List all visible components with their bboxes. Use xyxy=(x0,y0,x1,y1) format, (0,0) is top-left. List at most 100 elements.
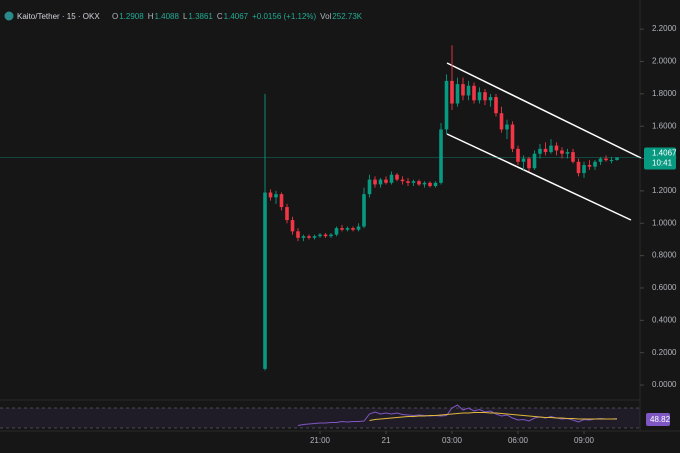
candle-body xyxy=(455,84,460,104)
y-tick-label: 1.6000 xyxy=(652,121,677,130)
candle-body xyxy=(571,152,575,162)
last-price-label: 1.4067 xyxy=(652,149,677,158)
candle-body xyxy=(593,161,597,167)
header-text: 252.73K xyxy=(332,12,362,21)
candle-body xyxy=(450,80,454,104)
header-text: H xyxy=(148,12,154,21)
candle-body xyxy=(477,92,482,101)
header-text: Vol xyxy=(320,12,331,21)
candle-body xyxy=(307,236,311,238)
candle-body xyxy=(400,179,405,182)
header-text: C xyxy=(217,12,223,21)
y-tick-label: 1.0000 xyxy=(652,218,677,227)
candle-body xyxy=(560,150,564,154)
candle-body xyxy=(554,145,559,151)
candle-body xyxy=(268,192,273,198)
candle-body xyxy=(279,194,284,208)
header-text: L xyxy=(183,12,188,21)
candle-body xyxy=(505,124,509,130)
y-tick-label: 2.0000 xyxy=(652,57,677,66)
last-price-time: 10:41 xyxy=(652,159,673,168)
y-tick-label: 0.0000 xyxy=(652,380,677,389)
candle-body xyxy=(543,148,548,153)
candle-body xyxy=(417,181,421,185)
candle-body xyxy=(444,80,449,130)
candle-body xyxy=(290,220,295,232)
candle-body xyxy=(510,124,515,149)
header-text: O xyxy=(112,12,118,21)
candle-body xyxy=(598,158,603,162)
candle-body xyxy=(461,84,465,96)
candle-body xyxy=(362,194,366,227)
rsi-label: 48.82 xyxy=(650,415,671,424)
candle-body xyxy=(615,157,619,160)
candle-body xyxy=(367,179,372,195)
candle-body xyxy=(549,145,553,153)
candle-body xyxy=(499,113,504,130)
candle-body xyxy=(527,158,531,169)
header: Kaito/Tether · 15 · OKX O 1.2908 H 1.4088 L 1… xyxy=(4,11,363,21)
header-text: 1.4088 xyxy=(154,12,179,21)
candle-body xyxy=(395,174,399,180)
candle-body xyxy=(351,228,355,230)
y-tick-label: 2.2000 xyxy=(652,24,677,33)
header-text: 1.4067 xyxy=(224,12,249,21)
candle-body xyxy=(422,182,427,185)
candle-body xyxy=(296,231,300,238)
candle-body xyxy=(323,234,328,237)
header-text: 1.2908 xyxy=(119,12,144,21)
x-tick-label: 21 xyxy=(382,436,391,445)
candle-body xyxy=(318,234,322,237)
candle-body xyxy=(582,165,586,174)
candle-body xyxy=(329,234,333,237)
x-tick-label: 09:00 xyxy=(574,436,595,445)
x-tick-label: 21:00 xyxy=(310,436,331,445)
rsi-ma-line xyxy=(369,412,617,421)
candle-body xyxy=(604,158,608,161)
candle-body xyxy=(433,182,438,187)
candle-body xyxy=(428,182,432,187)
x-tick-label: 03:00 xyxy=(442,436,463,445)
rsi-label-box xyxy=(646,413,670,426)
trend-line xyxy=(446,133,632,221)
candle-body xyxy=(439,129,443,183)
candle-body xyxy=(285,207,289,221)
x-tick-label: 06:00 xyxy=(508,436,529,445)
y-tick-label: 0.2000 xyxy=(652,348,677,357)
rsi-line xyxy=(297,404,618,426)
trend-line xyxy=(446,62,642,159)
candle-body xyxy=(263,192,267,369)
candle-body xyxy=(334,228,339,235)
candle-body xyxy=(301,236,306,238)
candle-body xyxy=(345,228,350,230)
candle-body xyxy=(516,148,520,162)
last-price-box xyxy=(644,147,676,170)
candle-body xyxy=(356,226,361,230)
header-text: 1.3861 xyxy=(188,12,213,21)
candle-body xyxy=(312,236,317,238)
candle-body xyxy=(587,165,592,167)
y-tick-label: 0.8000 xyxy=(652,251,677,260)
candle-body xyxy=(483,92,487,101)
y-tick-label: 0.6000 xyxy=(652,283,677,292)
candle-body xyxy=(373,179,377,185)
header-text: +0.0156 (+1.12%) xyxy=(252,12,316,21)
candle-body xyxy=(406,181,410,183)
candle-body xyxy=(609,159,614,161)
candle-body xyxy=(565,152,570,154)
candle-body xyxy=(389,174,394,183)
candle-body xyxy=(466,85,471,96)
candle-body xyxy=(488,97,493,101)
candle-body xyxy=(384,179,388,183)
candle-body xyxy=(340,228,344,230)
candle-body xyxy=(411,181,416,183)
symbol-icon xyxy=(4,11,14,21)
candle-body xyxy=(521,158,526,162)
candle-body xyxy=(532,153,537,169)
symbol: Kaito/Tether · 15 · OKX xyxy=(17,12,100,21)
y-tick-label: 0.4000 xyxy=(652,315,677,324)
y-tick-label: 1.8000 xyxy=(652,89,677,98)
